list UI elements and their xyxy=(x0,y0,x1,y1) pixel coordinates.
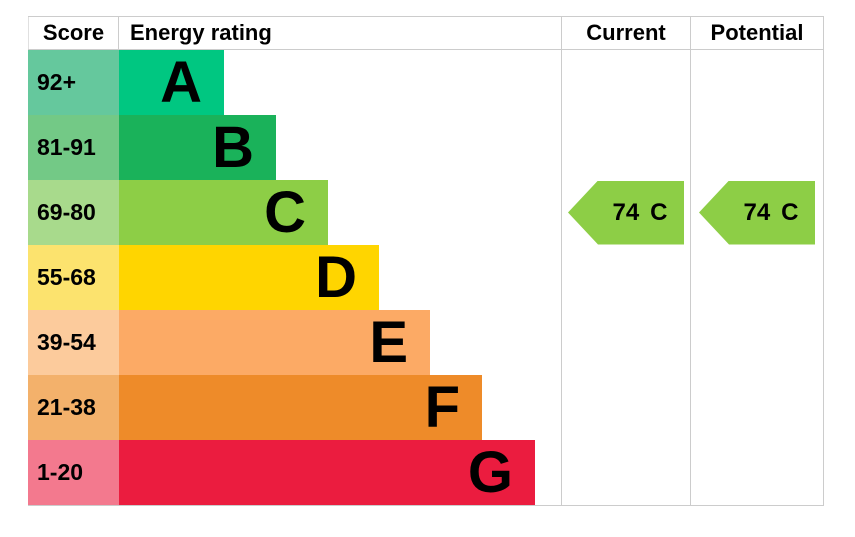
rating-bar-track: G xyxy=(119,440,561,505)
rating-letter-g: G xyxy=(467,440,513,505)
band-row-c: 69-80 C 74 C 74 C xyxy=(28,180,824,245)
potential-rating-letter: C xyxy=(781,198,799,226)
rating-bar-f: F xyxy=(119,375,482,440)
potential-cell-c: 74 C xyxy=(690,180,824,245)
current-rating-arrow: 74 C xyxy=(568,180,684,245)
rating-bar-track: C xyxy=(119,180,561,245)
rating-bar-e: E xyxy=(119,310,430,375)
current-column-header: Current xyxy=(561,17,690,49)
rating-letter-e: E xyxy=(369,310,408,375)
rating-bar-a: A xyxy=(119,50,224,115)
rating-bar-track: A xyxy=(119,50,561,115)
band-row-d: 55-68 D xyxy=(28,245,824,310)
score-range-c: 69-80 xyxy=(28,180,119,245)
energy-rating-column-header: Energy rating xyxy=(130,20,272,45)
current-cell-b xyxy=(561,115,690,180)
current-cell-e xyxy=(561,310,690,375)
current-cell-d xyxy=(561,245,690,310)
band-row-g: 1-20 G xyxy=(28,440,824,505)
potential-rating-arrow: 74 C xyxy=(699,180,815,245)
rating-bar-c: C xyxy=(119,180,328,245)
score-range-g: 1-20 xyxy=(28,440,119,505)
current-rating-letter: C xyxy=(650,198,668,226)
table-header-row: Score Energy rating Current Potential xyxy=(28,17,824,50)
band-row-f: 21-38 F xyxy=(28,375,824,440)
potential-cell-a xyxy=(690,50,824,115)
band-row-a: 92+ A xyxy=(28,50,824,115)
rating-bar-track: F xyxy=(119,375,561,440)
rating-bar-d: D xyxy=(119,245,379,310)
rating-bar-track: E xyxy=(119,310,561,375)
current-score-value: 74 xyxy=(612,198,640,226)
current-cell-f xyxy=(561,375,690,440)
potential-cell-d xyxy=(690,245,824,310)
potential-column-header: Potential xyxy=(690,17,824,49)
rating-bar-track: B xyxy=(119,115,561,180)
current-cell-a xyxy=(561,50,690,115)
potential-cell-f xyxy=(690,375,824,440)
potential-cell-b xyxy=(690,115,824,180)
score-range-f: 21-38 xyxy=(28,375,119,440)
band-row-b: 81-91 B xyxy=(28,115,824,180)
band-row-e: 39-54 E xyxy=(28,310,824,375)
rating-letter-f: F xyxy=(424,375,460,440)
rating-letter-c: C xyxy=(264,180,306,245)
current-cell-c: 74 C xyxy=(561,180,690,245)
rating-bar-g: G xyxy=(119,440,535,505)
epc-table: Score Energy rating Current Potential 92… xyxy=(28,16,824,506)
potential-cell-e xyxy=(690,310,824,375)
potential-cell-g xyxy=(690,440,824,505)
score-range-e: 39-54 xyxy=(28,310,119,375)
potential-score-value: 74 xyxy=(743,198,771,226)
rating-letter-b: B xyxy=(212,115,254,180)
rating-letter-d: D xyxy=(315,245,357,310)
rating-letter-a: A xyxy=(160,50,202,115)
score-range-a: 92+ xyxy=(28,50,119,115)
score-range-b: 81-91 xyxy=(28,115,119,180)
score-column-header: Score xyxy=(28,17,119,49)
rating-bar-track: D xyxy=(119,245,561,310)
score-range-d: 55-68 xyxy=(28,245,119,310)
rating-bar-b: B xyxy=(119,115,276,180)
current-cell-g xyxy=(561,440,690,505)
